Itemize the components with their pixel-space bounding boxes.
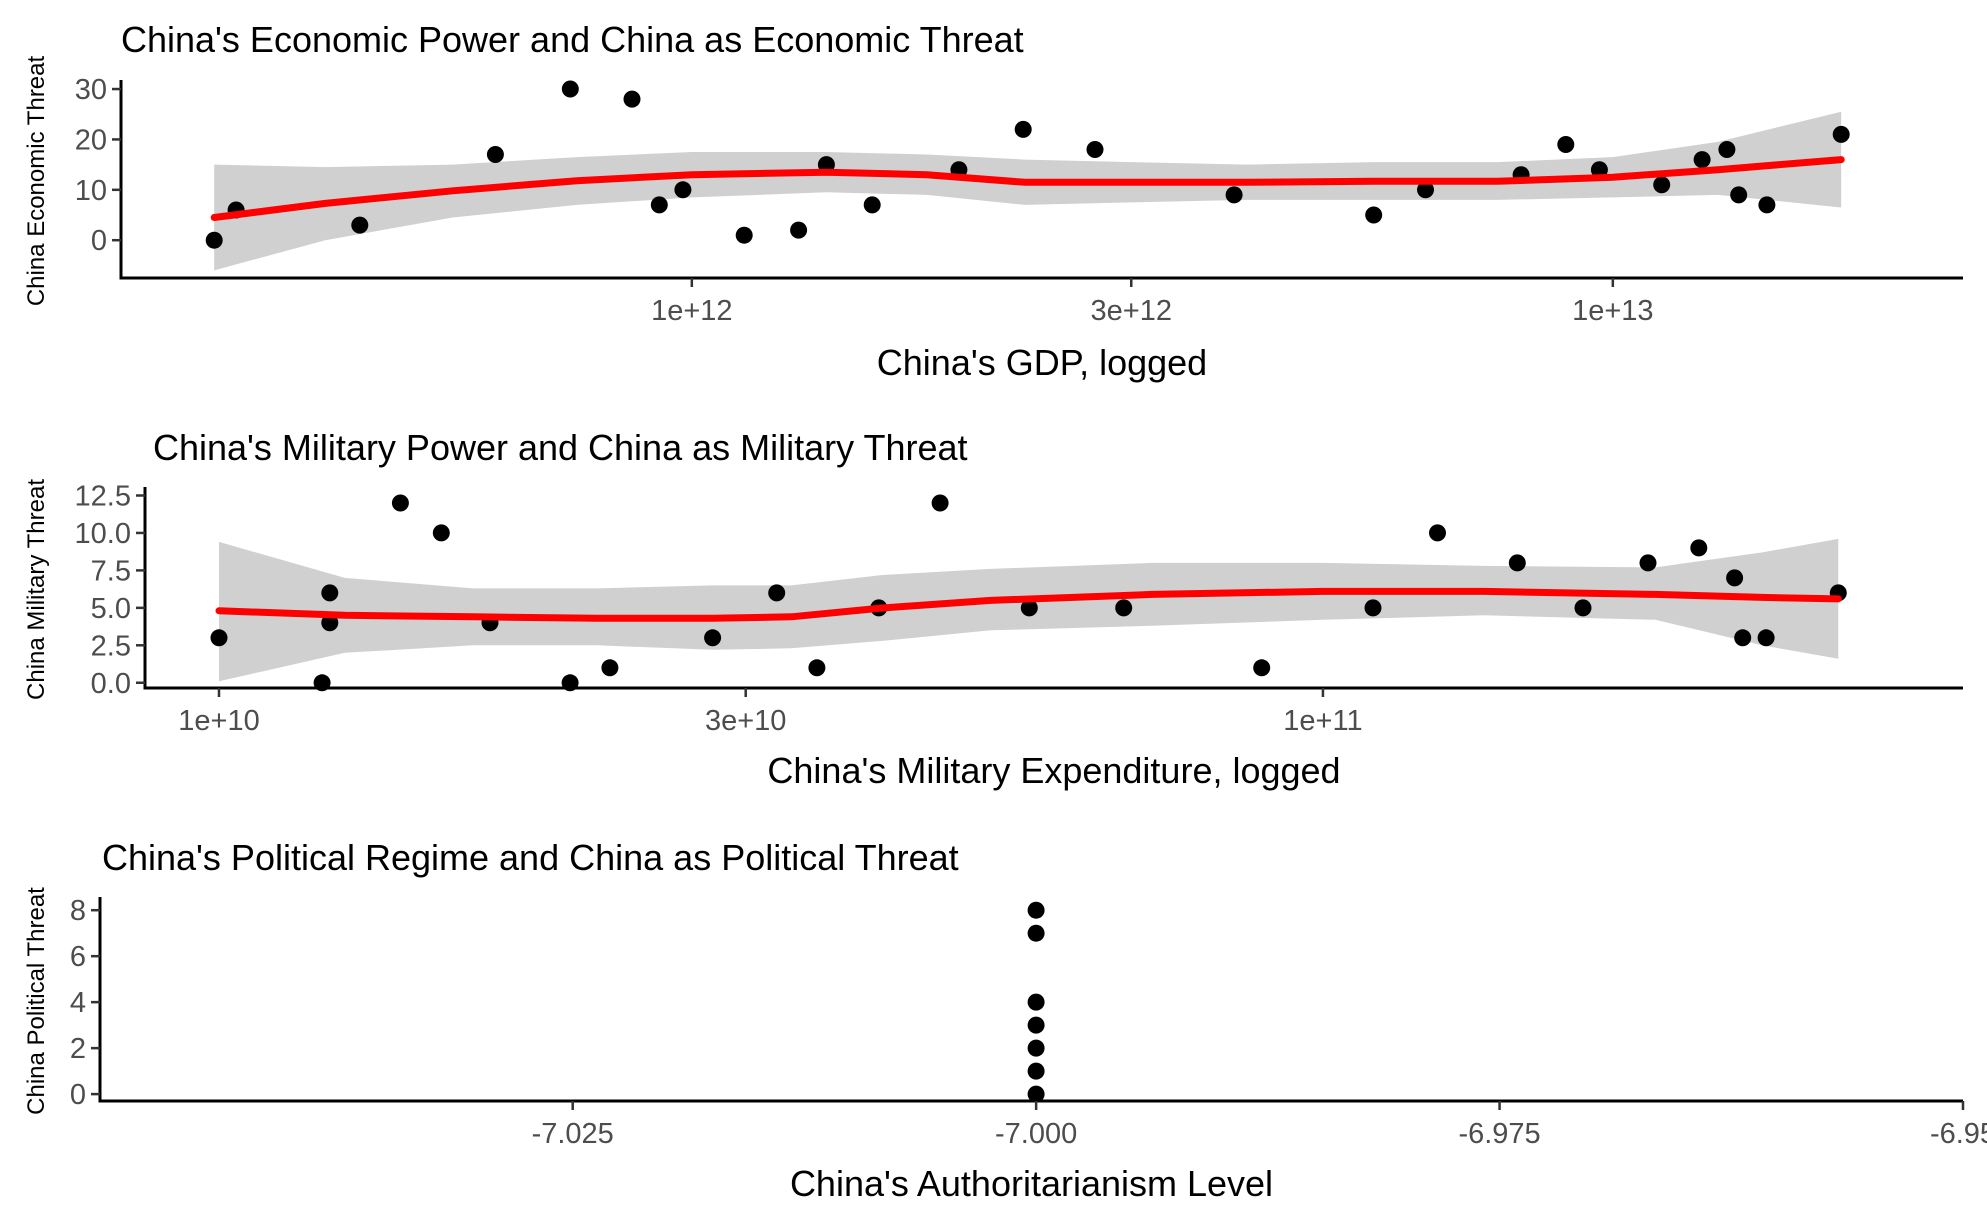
military-x-tick-label-0: 1e+10: [178, 705, 259, 737]
political-x-tick-label-1: -7.000: [995, 1118, 1077, 1150]
military-point-18: [1429, 524, 1446, 542]
economic-confidence-band: [214, 111, 1842, 271]
economic-point-0: [205, 231, 223, 249]
political-x-tick-label-3: -6.95: [1930, 1118, 1987, 1150]
economic-point-4: [561, 80, 579, 98]
economic-x-axis-label: China's GDP, logged: [877, 342, 1207, 383]
economic-point-26: [1832, 125, 1850, 143]
political-point-6: [1027, 1085, 1045, 1103]
military-y-tick-label-5: 12.5: [75, 480, 131, 512]
political-point-4: [1027, 1039, 1045, 1057]
military-point-25: [1757, 629, 1775, 647]
political-title: China's Political Regime and China as Po…: [102, 837, 959, 878]
economic-x-tick-label-0: 1e+12: [651, 295, 732, 327]
political-x-axis-label: China's Authoritarianism Level: [790, 1163, 1273, 1204]
military-point-16: [1253, 659, 1271, 677]
military-point-23: [1726, 569, 1744, 587]
economic-point-16: [1365, 206, 1383, 224]
political-point-2: [1027, 993, 1045, 1011]
military-point-10: [768, 584, 786, 602]
political-x-tick-label-0: -7.025: [532, 1118, 614, 1150]
military-point-15: [1115, 599, 1133, 617]
economic-point-14: [1086, 141, 1104, 158]
military-title: China's Military Power and China as Mili…: [153, 427, 968, 468]
economic-point-5: [623, 90, 641, 108]
military-point-0: [210, 629, 228, 647]
economic-title: China's Economic Power and China as Econ…: [121, 19, 1024, 60]
military-point-20: [1574, 599, 1592, 617]
economic-point-3: [486, 146, 504, 163]
economic-point-7: [674, 181, 692, 199]
political-point-5: [1027, 1062, 1045, 1080]
military-point-5: [432, 524, 450, 542]
economic-point-20: [1590, 161, 1608, 179]
military-point-19: [1508, 554, 1526, 572]
economic-point-11: [863, 196, 881, 214]
political-x-tick-label-2: -6.975: [1458, 1118, 1540, 1150]
military-point-8: [601, 659, 619, 677]
political-y-axis-label: China Political Threat: [23, 887, 50, 1115]
military-point-17: [1364, 599, 1382, 617]
economic-point-13: [1014, 120, 1032, 138]
military-point-13: [931, 494, 949, 512]
economic-point-9: [790, 221, 808, 239]
military-point-3: [321, 614, 339, 632]
economic-point-2: [351, 216, 369, 234]
military-y-tick-label-4: 10.0: [75, 518, 131, 550]
economic-point-8: [735, 226, 753, 244]
economic-x-tick-label-1: 3e+12: [1091, 295, 1172, 327]
military-x-tick-label-1: 3e+10: [705, 705, 786, 737]
panel-political: China's Political Regime and China as Po…: [23, 837, 1987, 1204]
panel-military: China's Military Power and China as Mili…: [23, 427, 1963, 791]
political-y-tick-label-2: 4: [70, 987, 86, 1019]
economic-y-tick-label-1: 10: [75, 175, 107, 207]
military-point-9: [704, 629, 722, 647]
military-point-21: [1639, 554, 1657, 572]
military-point-14: [1020, 599, 1038, 617]
political-point-1: [1027, 924, 1045, 942]
military-y-axis-label: China Military Threat: [23, 479, 50, 700]
economic-y-tick-label-2: 20: [75, 124, 107, 156]
military-point-2: [321, 584, 339, 602]
military-x-axis-label: China's Military Expenditure, logged: [767, 750, 1340, 791]
military-point-4: [391, 494, 409, 512]
economic-x-tick-label-2: 1e+13: [1572, 295, 1653, 327]
economic-y-axis-label: China Economic Threat: [23, 56, 50, 307]
economic-y-tick-label-3: 30: [75, 74, 107, 106]
military-point-24: [1734, 629, 1752, 647]
military-y-tick-label-2: 5.0: [91, 593, 131, 625]
military-y-tick-label-1: 2.5: [91, 630, 131, 662]
economic-point-21: [1653, 176, 1671, 194]
economic-y-tick-label-0: 0: [91, 225, 107, 257]
military-y-tick-label-3: 7.5: [91, 555, 131, 587]
panel-economic: China's Economic Power and China as Econ…: [23, 19, 1963, 383]
political-y-tick-label-1: 2: [70, 1033, 86, 1065]
economic-smooth-line: [210, 156, 1845, 221]
military-y-tick-label-0: 0.0: [91, 668, 131, 700]
economic-point-17: [1417, 181, 1434, 199]
economic-point-19: [1557, 136, 1575, 153]
political-y-tick-label-3: 6: [70, 941, 86, 973]
political-y-tick-label-4: 8: [70, 895, 86, 927]
political-point-3: [1027, 1016, 1045, 1034]
economic-point-25: [1758, 196, 1776, 214]
military-smooth-line: [215, 587, 1842, 622]
economic-point-22: [1693, 151, 1711, 169]
economic-point-15: [1225, 186, 1243, 204]
military-point-22: [1690, 539, 1708, 557]
economic-point-24: [1730, 186, 1748, 204]
economic-point-23: [1718, 141, 1736, 158]
political-y-tick-label-0: 0: [70, 1079, 86, 1111]
military-point-11: [808, 659, 826, 677]
military-x-tick-label-2: 1e+11: [1283, 705, 1362, 737]
political-point-0: [1027, 901, 1045, 919]
economic-point-6: [650, 196, 668, 214]
